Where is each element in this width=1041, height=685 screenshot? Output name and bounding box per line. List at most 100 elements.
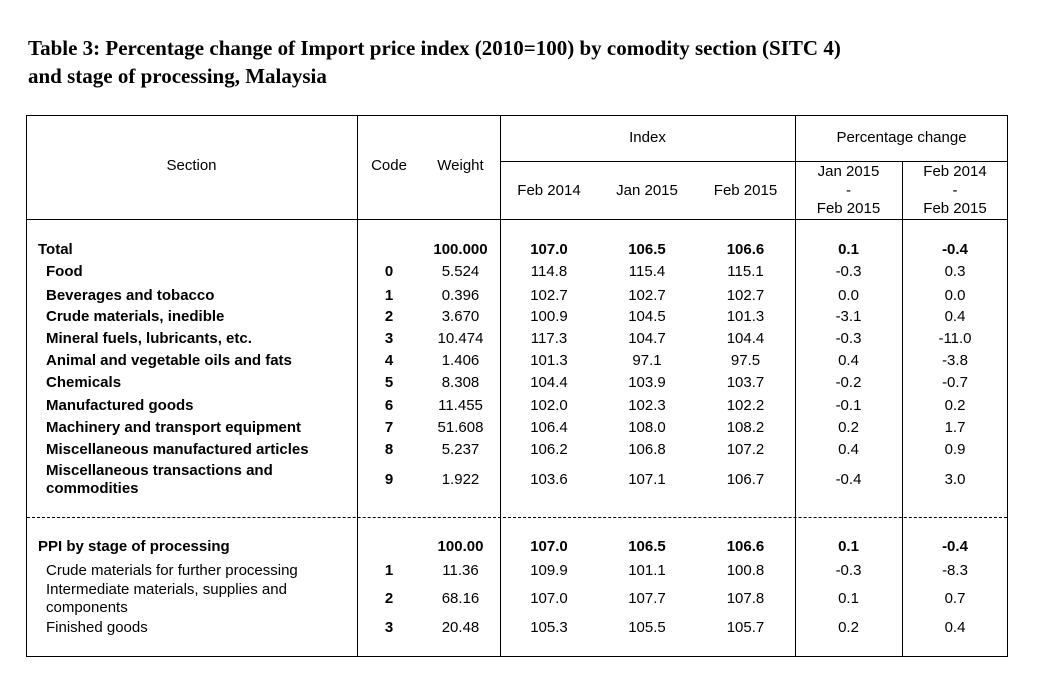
header-bottom-rule xyxy=(26,219,1008,220)
cell-pc2: -11.0 xyxy=(938,330,972,347)
cell-feb2015: 108.2 xyxy=(726,419,765,436)
cell-code: 2 xyxy=(384,590,394,607)
header-pc1-dash: - xyxy=(846,182,851,199)
cell-feb2014: 117.3 xyxy=(530,330,568,347)
cell-feb2014: 102.7 xyxy=(530,287,568,304)
divider-pct-cols xyxy=(902,161,903,657)
header-pc2-dash: - xyxy=(952,182,958,199)
divider-section-code xyxy=(357,115,358,657)
cell-code: 3 xyxy=(384,330,394,347)
cell-feb2015: 115.1 xyxy=(727,263,764,280)
row-label: Miscellaneous transactions and xyxy=(46,462,273,479)
cell-weight: 5.524 xyxy=(441,263,480,280)
row-label: Animal and vegetable oils and fats xyxy=(46,352,292,369)
cell-pc1: -3.1 xyxy=(835,308,862,325)
header-weight: Weight xyxy=(437,157,484,174)
cell-pc2: 0.2 xyxy=(944,397,966,414)
cell-jan2015: 108.0 xyxy=(628,419,666,436)
cell-code: 9 xyxy=(384,471,394,488)
cell-pc1: 0.1 xyxy=(838,241,859,258)
cell-weight: 10.474 xyxy=(437,330,484,347)
cell-weight: 100.000 xyxy=(433,241,488,258)
cell-feb2015: 100.8 xyxy=(726,562,765,579)
cell-weight: 11.455 xyxy=(438,397,483,414)
cell-feb2014: 100.9 xyxy=(530,308,568,325)
cell-pc1: 0.1 xyxy=(838,590,859,607)
cell-feb2015: 106.7 xyxy=(726,471,765,488)
cell-pc1: -0.3 xyxy=(835,330,862,347)
cell-jan2015: 105.5 xyxy=(628,619,666,636)
cell-pc2: 0.4 xyxy=(944,619,966,636)
cell-feb2014: 105.3 xyxy=(530,619,568,636)
divider-index-pct xyxy=(795,115,796,657)
cell-pc2: 0.3 xyxy=(944,263,966,280)
cell-pc1: 0.0 xyxy=(838,287,859,304)
row-label: Intermediate materials, supplies and xyxy=(46,581,287,598)
header-index: Index xyxy=(629,129,666,146)
cell-feb2015: 102.2 xyxy=(726,397,765,414)
cell-jan2015: 104.7 xyxy=(628,330,666,347)
cell-pc2: -0.4 xyxy=(942,241,968,258)
row-label: Mineral fuels, lubricants, etc. xyxy=(46,330,252,347)
cell-weight: 8.308 xyxy=(441,374,480,391)
cell-jan2015: 107.1 xyxy=(628,471,666,488)
cell-pc1: -0.1 xyxy=(835,397,862,414)
row-label: Total xyxy=(38,241,73,258)
row-label: components xyxy=(46,599,128,616)
cell-code: 3 xyxy=(384,619,394,636)
cell-feb2014: 107.0 xyxy=(530,538,568,555)
row-label: Crude materials for further processing xyxy=(46,562,298,579)
cell-code: 5 xyxy=(384,374,394,391)
cell-feb2015: 103.7 xyxy=(726,374,765,391)
header-pc1-top: Jan 2015 xyxy=(817,163,880,180)
cell-pc2: 0.4 xyxy=(944,308,966,325)
table-frame xyxy=(26,115,1008,657)
cell-jan2015: 102.7 xyxy=(628,287,666,304)
cell-weight: 20.48 xyxy=(441,619,480,636)
cell-code: 4 xyxy=(384,352,394,369)
cell-feb2015: 102.7 xyxy=(726,287,765,304)
cell-code: 7 xyxy=(384,419,394,436)
cell-jan2015: 103.9 xyxy=(628,374,666,391)
header-feb2014: Feb 2014 xyxy=(517,182,581,199)
cell-feb2015: 104.4 xyxy=(726,330,765,347)
cell-weight: 11.36 xyxy=(442,562,479,579)
cell-pc1: -0.3 xyxy=(835,263,862,280)
cell-jan2015: 101.1 xyxy=(628,562,666,579)
cell-weight: 68.16 xyxy=(441,590,480,607)
cell-weight: 100.00 xyxy=(437,538,484,555)
row-label: Crude materials, inedible xyxy=(46,308,225,325)
cell-pc2: 0.7 xyxy=(944,590,966,607)
cell-jan2015: 102.3 xyxy=(628,397,666,414)
cell-code: 8 xyxy=(384,441,394,458)
cell-jan2015: 106.5 xyxy=(628,538,666,555)
cell-feb2014: 114.8 xyxy=(530,263,568,280)
cell-jan2015: 97.1 xyxy=(632,352,662,369)
cell-feb2015: 107.8 xyxy=(726,590,765,607)
section-separator xyxy=(27,517,1007,518)
table-title: Table 3: Percentage change of Import pri… xyxy=(28,34,1018,90)
cell-feb2014: 107.0 xyxy=(530,241,568,258)
cell-pc2: 0.0 xyxy=(944,287,966,304)
cell-pc2: -3.8 xyxy=(942,352,968,369)
cell-pc2: -8.3 xyxy=(942,562,968,579)
cell-weight: 0.396 xyxy=(441,287,480,304)
cell-pc2: -0.7 xyxy=(942,374,968,391)
row-label: commodities xyxy=(46,480,139,497)
header-pc1-bottom: Feb 2015 xyxy=(816,200,881,217)
cell-pc2: 0.9 xyxy=(944,441,966,458)
cell-feb2015: 106.6 xyxy=(726,241,765,258)
cell-feb2014: 107.0 xyxy=(530,590,568,607)
cell-feb2014: 104.4 xyxy=(530,374,568,391)
cell-code: 1 xyxy=(384,287,394,304)
cell-pc2: -0.4 xyxy=(942,538,968,555)
cell-pc1: -0.2 xyxy=(835,374,862,391)
header-feb2015: Feb 2015 xyxy=(713,182,778,199)
cell-code: 0 xyxy=(384,263,394,280)
cell-feb2014: 101.3 xyxy=(530,352,568,369)
header-pc2-bottom: Feb 2015 xyxy=(923,200,987,217)
cell-feb2015: 101.3 xyxy=(726,308,765,325)
header-subrule xyxy=(500,161,1008,162)
header-jan2015: Jan 2015 xyxy=(616,182,678,199)
row-label: Chemicals xyxy=(46,374,122,391)
